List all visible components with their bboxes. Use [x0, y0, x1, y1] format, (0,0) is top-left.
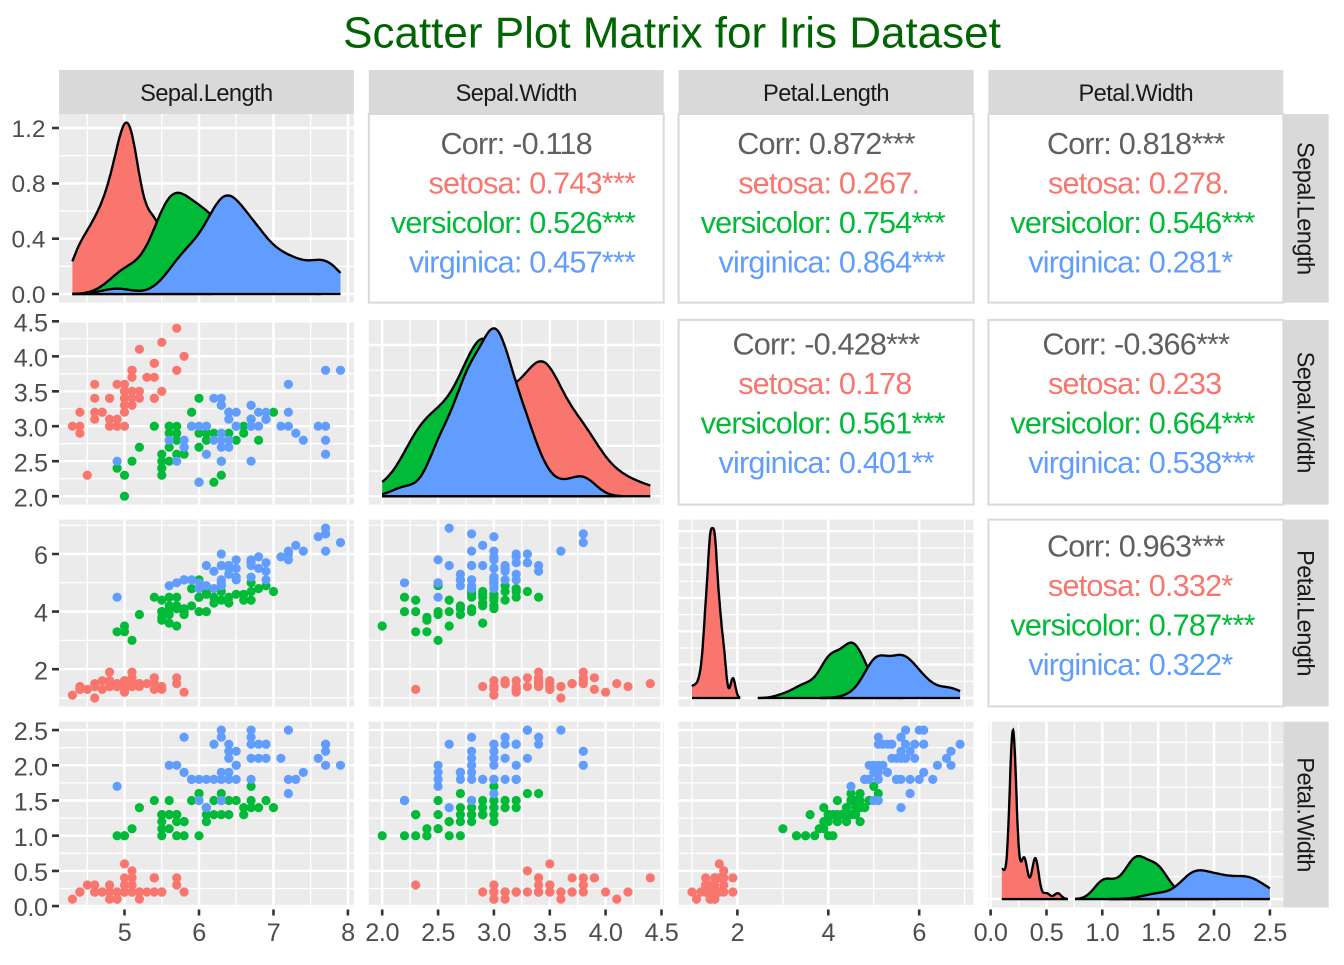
- svg-text:0.5: 0.5: [1030, 919, 1064, 947]
- svg-text:setosa: 0.267: setosa: 0.267: [738, 167, 911, 201]
- svg-text:Petal.Width: Petal.Width: [1292, 757, 1318, 872]
- svg-text:setosa: 0.178: setosa: 0.178: [738, 367, 911, 401]
- svg-text:1.5: 1.5: [1141, 919, 1175, 947]
- svg-text:***: ***: [602, 246, 636, 280]
- svg-text:setosa: 0.233: setosa: 0.233: [1048, 367, 1221, 401]
- svg-text:4: 4: [34, 600, 48, 628]
- svg-text:6: 6: [912, 919, 926, 947]
- svg-text:versicolor: 0.561: versicolor: 0.561: [701, 407, 912, 441]
- svg-text:***: ***: [912, 246, 946, 280]
- svg-text:0.0: 0.0: [974, 919, 1008, 947]
- svg-text:*: *: [1221, 569, 1233, 603]
- svg-text:Corr: -0.428***: Corr: -0.428***: [733, 328, 921, 362]
- svg-text:**: **: [912, 446, 935, 480]
- svg-text:3.5: 3.5: [533, 919, 567, 947]
- svg-text:Corr: 0.872***: Corr: 0.872***: [737, 127, 915, 161]
- svg-text:virginica: 0.281: virginica: 0.281: [1028, 246, 1221, 280]
- svg-text:2.0: 2.0: [14, 484, 48, 512]
- svg-text:6: 6: [34, 542, 48, 570]
- svg-text:2.0: 2.0: [14, 753, 48, 781]
- svg-text:0.0: 0.0: [11, 282, 45, 309]
- svg-text:setosa: 0.278: setosa: 0.278: [1048, 167, 1221, 201]
- svg-text:2.5: 2.5: [14, 449, 48, 477]
- svg-text:3.5: 3.5: [14, 379, 48, 407]
- svg-text:versicolor: 0.787: versicolor: 0.787: [1010, 609, 1221, 643]
- svg-text:***: ***: [1221, 609, 1255, 643]
- svg-text:.: .: [912, 167, 920, 201]
- svg-text:***: ***: [602, 167, 636, 201]
- svg-text:3.0: 3.0: [477, 919, 511, 947]
- svg-text:virginica: 0.322: virginica: 0.322: [1028, 648, 1221, 682]
- svg-text:5: 5: [118, 919, 132, 947]
- svg-text:2.5: 2.5: [14, 718, 48, 746]
- svg-text:0.0: 0.0: [14, 894, 48, 922]
- svg-text:2.0: 2.0: [365, 919, 399, 947]
- svg-text:versicolor: 0.754: versicolor: 0.754: [701, 206, 913, 240]
- svg-text:*: *: [1221, 648, 1233, 682]
- svg-text:2.0: 2.0: [1197, 919, 1231, 947]
- svg-text:setosa: 0.332: setosa: 0.332: [1048, 569, 1221, 603]
- svg-text:2.5: 2.5: [421, 919, 455, 947]
- svg-text:1.0: 1.0: [14, 824, 48, 852]
- svg-text:***: ***: [912, 206, 946, 240]
- svg-text:.: .: [1221, 167, 1229, 201]
- svg-text:***: ***: [602, 206, 636, 240]
- svg-text:*: *: [1221, 246, 1233, 280]
- svg-text:0.5: 0.5: [14, 859, 48, 887]
- svg-text:Corr: 0.963***: Corr: 0.963***: [1047, 530, 1225, 564]
- svg-text:1.5: 1.5: [14, 789, 48, 817]
- svg-text:6: 6: [192, 919, 206, 947]
- svg-text:Sepal.Length: Sepal.Length: [1292, 142, 1318, 274]
- svg-text:0.8: 0.8: [11, 171, 45, 198]
- svg-text:1.0: 1.0: [1085, 919, 1119, 947]
- svg-text:***: ***: [1221, 446, 1255, 480]
- svg-text:versicolor: 0.526: versicolor: 0.526: [391, 206, 602, 240]
- svg-text:Scatter Plot Matrix for Iris D: Scatter Plot Matrix for Iris Dataset: [343, 9, 1001, 58]
- svg-text:2: 2: [731, 919, 745, 947]
- svg-text:virginica: 0.864: virginica: 0.864: [719, 246, 913, 280]
- svg-text:Petal.Length: Petal.Length: [763, 81, 889, 107]
- svg-text:Corr: 0.818***: Corr: 0.818***: [1047, 127, 1225, 161]
- svg-text:0.4: 0.4: [11, 227, 45, 254]
- svg-text:virginica: 0.538: virginica: 0.538: [1028, 446, 1221, 480]
- svg-text:4.0: 4.0: [589, 919, 623, 947]
- svg-text:virginica: 0.401: virginica: 0.401: [719, 446, 912, 480]
- svg-text:1.2: 1.2: [11, 116, 45, 143]
- svg-text:Corr: -0.366***: Corr: -0.366***: [1042, 328, 1230, 362]
- svg-text:virginica: 0.457: virginica: 0.457: [409, 246, 602, 280]
- svg-text:versicolor: 0.664: versicolor: 0.664: [1010, 407, 1222, 441]
- svg-text:***: ***: [1221, 206, 1255, 240]
- svg-text:Sepal.Width: Sepal.Width: [456, 81, 577, 107]
- svg-text:Petal.Width: Petal.Width: [1079, 81, 1194, 107]
- svg-text:Corr: -0.118: Corr: -0.118: [441, 127, 592, 161]
- svg-text:2.5: 2.5: [1253, 919, 1287, 947]
- svg-text:4.5: 4.5: [14, 309, 48, 337]
- svg-text:setosa: 0.743: setosa: 0.743: [428, 167, 601, 201]
- svg-text:Sepal.Length: Sepal.Length: [140, 81, 272, 107]
- svg-text:2: 2: [34, 657, 48, 685]
- svg-text:***: ***: [912, 407, 946, 441]
- svg-text:7: 7: [267, 919, 281, 947]
- svg-text:***: ***: [1221, 407, 1255, 441]
- svg-text:4: 4: [821, 919, 835, 947]
- svg-text:8: 8: [341, 919, 355, 947]
- svg-text:versicolor: 0.546: versicolor: 0.546: [1010, 206, 1221, 240]
- svg-text:Petal.Length: Petal.Length: [1292, 550, 1318, 676]
- svg-text:4.5: 4.5: [645, 919, 679, 947]
- svg-text:4.0: 4.0: [14, 344, 48, 372]
- svg-text:Sepal.Width: Sepal.Width: [1292, 352, 1318, 473]
- svg-text:3.0: 3.0: [14, 414, 48, 442]
